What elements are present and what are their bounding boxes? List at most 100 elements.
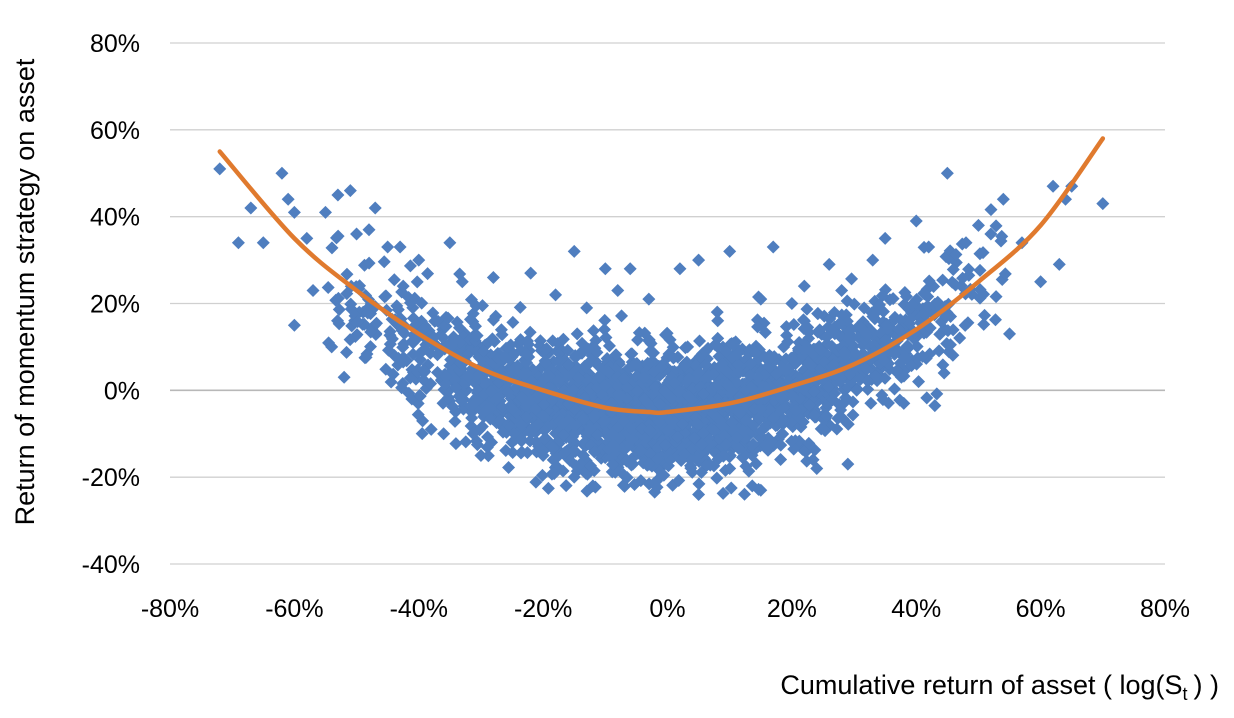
- data-point: [559, 479, 573, 493]
- data-point: [344, 297, 358, 311]
- data-point: [930, 387, 944, 401]
- data-point: [695, 437, 709, 451]
- data-point: [556, 332, 570, 346]
- data-point: [364, 340, 378, 354]
- data-point: [802, 436, 816, 450]
- data-point: [958, 318, 972, 332]
- data-point: [306, 283, 320, 297]
- data-point: [461, 370, 475, 384]
- data-point: [642, 292, 656, 306]
- data-point: [658, 438, 672, 452]
- data-point: [587, 324, 601, 338]
- data-point: [611, 380, 625, 394]
- data-point: [627, 478, 641, 492]
- x-tick-label: 20%: [767, 595, 817, 623]
- data-point: [362, 223, 376, 237]
- data-point: [717, 429, 731, 443]
- data-point: [900, 339, 914, 353]
- data-point: [549, 288, 563, 302]
- data-point: [860, 362, 874, 376]
- data-point: [946, 263, 960, 277]
- data-point: [732, 441, 746, 455]
- data-point: [541, 481, 555, 495]
- data-point: [984, 227, 998, 241]
- data-point: [785, 434, 799, 448]
- data-point: [912, 375, 926, 389]
- data-point: [893, 313, 907, 327]
- data-point: [949, 248, 963, 262]
- data-point: [835, 331, 849, 345]
- data-point: [486, 313, 500, 327]
- data-point: [515, 445, 529, 459]
- data-point: [749, 457, 763, 471]
- data-point: [803, 357, 817, 371]
- data-point: [776, 362, 790, 376]
- data-point: [881, 322, 895, 336]
- data-point: [811, 325, 825, 339]
- data-point: [529, 475, 543, 489]
- data-point: [567, 244, 581, 258]
- data-point: [382, 343, 396, 357]
- data-point: [864, 396, 878, 410]
- data-point: [657, 468, 671, 482]
- data-point: [765, 350, 779, 364]
- data-point: [325, 340, 339, 354]
- data-point: [846, 395, 860, 409]
- data-point: [998, 267, 1012, 281]
- data-point: [711, 378, 725, 392]
- data-point: [690, 417, 704, 431]
- data-point: [672, 474, 686, 488]
- data-point: [343, 184, 357, 198]
- data-point: [536, 448, 550, 462]
- data-point: [878, 371, 892, 385]
- data-point: [623, 262, 637, 276]
- data-point: [724, 481, 738, 495]
- data-point: [387, 273, 401, 287]
- x-axis-title-tail: ) ): [1194, 670, 1219, 700]
- data-point: [1046, 179, 1060, 193]
- data-point: [730, 431, 744, 445]
- data-point: [598, 414, 612, 428]
- data-point: [879, 333, 893, 347]
- data-point: [331, 188, 345, 202]
- data-point: [340, 345, 354, 359]
- data-point: [637, 370, 651, 384]
- data-point: [861, 374, 875, 388]
- data-point: [368, 201, 382, 215]
- data-point: [351, 315, 365, 329]
- data-point: [470, 329, 484, 343]
- data-point: [634, 444, 648, 458]
- data-point: [1034, 275, 1048, 289]
- data-point: [624, 458, 638, 472]
- data-point: [953, 331, 967, 345]
- data-point: [520, 334, 534, 348]
- data-point: [588, 408, 602, 422]
- data-point: [514, 418, 528, 432]
- y-tick-label: 20%: [90, 291, 140, 319]
- data-point: [408, 291, 422, 305]
- data-point: [415, 427, 429, 441]
- data-point: [421, 267, 435, 281]
- data-point: [653, 397, 667, 411]
- data-point: [674, 454, 688, 468]
- data-point: [716, 486, 730, 500]
- data-point: [537, 398, 551, 412]
- data-point: [406, 334, 420, 348]
- data-point: [922, 274, 936, 288]
- data-point: [861, 382, 875, 396]
- data-point: [586, 479, 600, 493]
- data-point: [618, 479, 632, 493]
- data-point: [519, 347, 533, 361]
- data-point: [920, 299, 934, 313]
- data-point: [845, 272, 859, 286]
- data-point: [494, 323, 508, 337]
- data-point: [476, 344, 490, 358]
- data-point: [807, 384, 821, 398]
- y-tick-label: 80%: [90, 30, 140, 58]
- data-point: [826, 393, 840, 407]
- data-point: [820, 330, 834, 344]
- data-point: [755, 424, 769, 438]
- data-point: [452, 321, 466, 335]
- y-axis-title: Return of momentum strategy on asset: [10, 58, 40, 525]
- data-point: [959, 236, 973, 250]
